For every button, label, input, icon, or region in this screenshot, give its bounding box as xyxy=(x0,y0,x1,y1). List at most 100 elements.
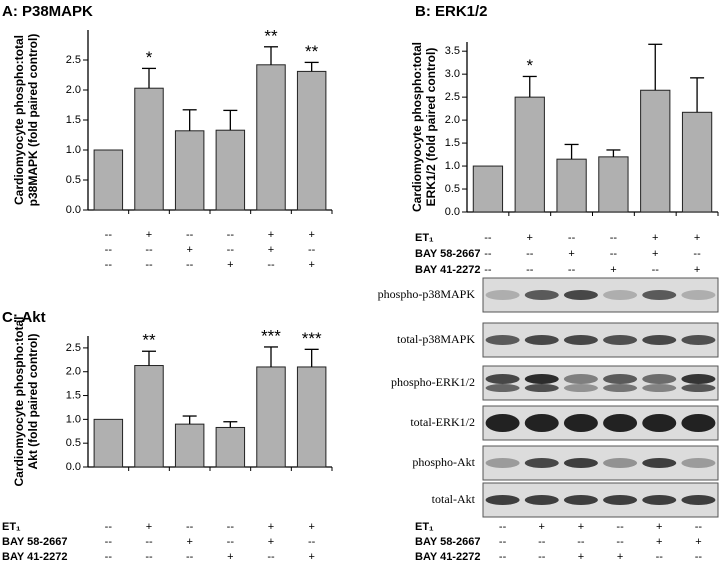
treatment-mark: + xyxy=(610,264,616,276)
blot-band xyxy=(642,414,677,432)
bar xyxy=(296,366,327,468)
blot-band xyxy=(563,458,598,468)
chart-title: A: P38MAPK xyxy=(2,3,93,20)
blot-band xyxy=(524,290,559,300)
treatment-mark: + xyxy=(527,232,533,244)
treatment-mark: + xyxy=(308,229,314,241)
treatment-mark: -- xyxy=(526,264,534,276)
blot-band xyxy=(563,290,598,300)
bar xyxy=(134,87,164,211)
treatment-label: BAY 58-2667 xyxy=(2,536,67,548)
treatment-mark: -- xyxy=(568,232,576,244)
treatment-mark: -- xyxy=(227,244,235,256)
treatment-mark: -- xyxy=(484,248,492,260)
treatment-mark: + xyxy=(268,521,274,533)
treatment-mark: -- xyxy=(186,521,194,533)
treatment-mark: -- xyxy=(526,248,534,260)
error-bar xyxy=(264,346,278,367)
bar xyxy=(174,130,205,211)
treatment-mark: -- xyxy=(267,551,275,563)
blot-band xyxy=(681,335,716,345)
y-tick-label: 1.5 xyxy=(66,114,81,126)
blot-band xyxy=(603,290,638,300)
y-tick-label: 3.0 xyxy=(445,68,460,80)
treatment-mark: -- xyxy=(105,521,113,533)
treatment-mark: -- xyxy=(484,264,492,276)
blot-band xyxy=(485,374,520,384)
blot-strip xyxy=(482,322,719,358)
treatment-label: BAY 41-2272 xyxy=(415,551,480,563)
bar xyxy=(93,418,124,468)
y-tick-label: 2.5 xyxy=(445,91,460,103)
y-tick-label: 1.0 xyxy=(66,144,81,156)
blot-band xyxy=(603,495,638,505)
treatment-mark: -- xyxy=(652,264,660,276)
treatment-mark: -- xyxy=(145,244,153,256)
error-bar xyxy=(142,350,156,366)
significance: ** xyxy=(305,42,319,61)
y-tick-label: 0.0 xyxy=(445,206,460,218)
treatment-mark: -- xyxy=(616,521,624,533)
y-tick-label: 2.0 xyxy=(66,366,81,378)
blot-band xyxy=(524,458,559,468)
bar xyxy=(256,64,286,211)
treatment-mark: + xyxy=(308,551,314,563)
treatment-mark: -- xyxy=(499,551,507,563)
treatment-mark: + xyxy=(146,521,152,533)
treatment-mark: -- xyxy=(186,229,194,241)
bar xyxy=(134,365,164,468)
blot-band xyxy=(524,335,559,345)
blot-band xyxy=(563,414,598,432)
treatment-mark: -- xyxy=(499,536,507,548)
blot-band xyxy=(485,458,520,468)
y-tick-label: 0.5 xyxy=(66,437,81,449)
treatment-mark: -- xyxy=(616,536,624,548)
treatment-mark: + xyxy=(308,259,314,271)
blot-band xyxy=(681,495,716,505)
blot-band xyxy=(563,374,598,384)
blot-band xyxy=(524,414,559,432)
blot-band xyxy=(524,495,559,505)
blot-band xyxy=(485,495,520,505)
blot-band xyxy=(603,384,638,392)
significance: ** xyxy=(264,26,278,45)
error-bar xyxy=(606,149,621,157)
treatment-mark: -- xyxy=(186,259,194,271)
error-bar xyxy=(690,77,705,113)
treatment-mark: -- xyxy=(568,264,576,276)
treatment-mark: -- xyxy=(227,521,235,533)
treatment-mark: -- xyxy=(577,536,585,548)
treatment-mark: + xyxy=(227,551,233,563)
y-axis-label: ERK1/2 (fold paired control) xyxy=(424,48,438,207)
blot-strip xyxy=(482,405,719,441)
bar xyxy=(472,165,504,213)
blot-band xyxy=(642,374,677,384)
y-tick-label: 0.0 xyxy=(66,204,81,216)
bar xyxy=(640,89,671,213)
blot-strip xyxy=(482,365,719,401)
treatment-mark: + xyxy=(694,264,700,276)
significance: * xyxy=(146,48,153,67)
treatment-mark: -- xyxy=(308,244,316,256)
blot-band xyxy=(681,384,716,392)
bar xyxy=(215,129,246,211)
blot-band xyxy=(642,384,677,392)
treatment-mark: + xyxy=(227,259,233,271)
treatment-mark: -- xyxy=(105,229,113,241)
y-tick-label: 1.5 xyxy=(66,389,81,401)
treatment-label: BAY 41-2272 xyxy=(2,551,67,563)
bar xyxy=(174,423,205,468)
treatment-mark: + xyxy=(695,536,701,548)
chart-title: C: Akt xyxy=(2,309,46,326)
y-tick-label: 0.5 xyxy=(66,174,81,186)
treatment-mark: + xyxy=(186,536,192,548)
treatment-mark: + xyxy=(268,229,274,241)
blot-band xyxy=(563,495,598,505)
treatment-mark: -- xyxy=(484,232,492,244)
blot-band xyxy=(642,495,677,505)
treatment-mark: -- xyxy=(308,536,316,548)
treatment-mark: -- xyxy=(105,259,113,271)
blot-band xyxy=(642,458,677,468)
error-bar xyxy=(264,46,278,65)
y-tick-label: 1.0 xyxy=(66,413,81,425)
